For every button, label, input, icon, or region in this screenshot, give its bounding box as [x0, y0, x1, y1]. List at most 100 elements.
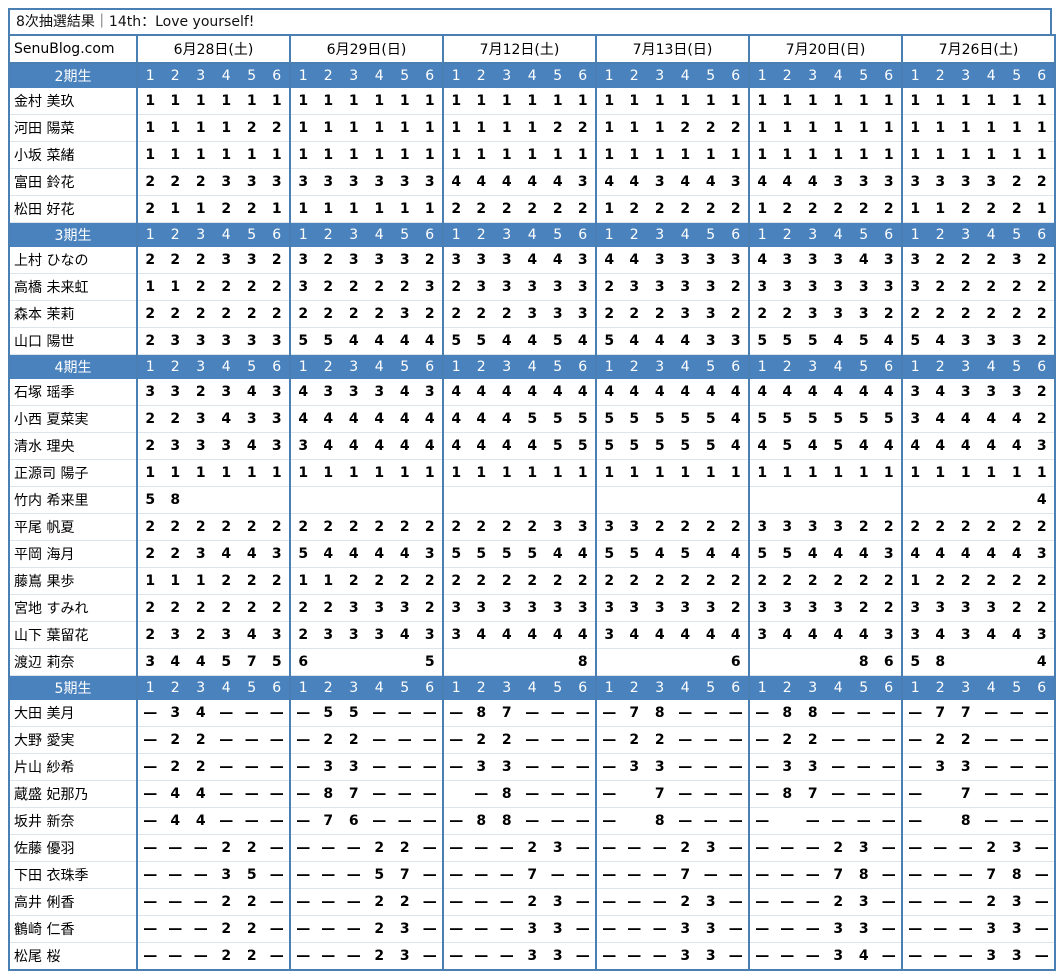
part-number: 5: [698, 63, 724, 88]
result-cell: —: [927, 888, 953, 916]
result-cell: 1: [494, 141, 520, 169]
result-cell: —: [289, 861, 316, 889]
part-number: 2: [162, 63, 188, 88]
page-title: 8次抽選結果｜14th：Love yourself!: [8, 8, 1052, 34]
result-cell: 1: [162, 88, 188, 115]
member-row: 山下 葉留花 2 3 2 3 4 3 2 3 3 3 4 3 3 4 4 4 4 4 3 4 4 4 4 4 3 4 4 4 4 3 3 4 3 4…: [9, 621, 1055, 649]
result-cell: —: [136, 726, 163, 754]
result-cell: 3: [213, 861, 239, 889]
result-cell: 3: [901, 379, 928, 406]
result-cell: 3: [570, 300, 596, 328]
result-cell: 1: [162, 273, 188, 301]
result-cell: 1: [264, 459, 290, 487]
result-cell: —: [851, 726, 877, 754]
member-row: 藤嶌 果歩 1 1 1 2 2 2 1 1 2 2 2 2 2 2 2 2 2 2 2 2 2 2 2 2 2 2 2 2 2 2 1 2 2 2 2…: [9, 567, 1055, 595]
member-name: 松尾 桜: [9, 942, 137, 971]
part-number: 6: [570, 63, 596, 88]
result-cell: —: [417, 780, 443, 808]
result-cell: —: [723, 807, 749, 835]
result-cell: 1: [1004, 141, 1030, 169]
result-cell: 7: [953, 780, 979, 808]
result-cell: 3: [672, 247, 698, 274]
result-cell: 1: [494, 88, 520, 115]
result-cell: 3: [213, 327, 239, 355]
result-cell: 4: [621, 621, 647, 649]
part-number: 6: [264, 675, 290, 700]
result-cell: 2: [341, 567, 367, 595]
result-cell: —: [901, 861, 928, 889]
result-cell: —: [723, 726, 749, 754]
result-cell: 3: [494, 753, 520, 781]
result-cell: 4: [188, 807, 214, 835]
result-cell: [1004, 648, 1030, 676]
result-cell: —: [647, 834, 673, 862]
result-cell: 3: [494, 273, 520, 301]
result-cell: [442, 648, 469, 676]
result-cell: 4: [876, 327, 902, 355]
result-cell: 5: [239, 861, 265, 889]
result-cell: 3: [289, 168, 316, 196]
result-cell: 3: [953, 379, 979, 406]
part-number: 2: [927, 222, 953, 247]
result-cell: 4: [162, 780, 188, 808]
member-row: 山口 陽世 2 3 3 3 3 3 5 5 4 4 4 4 5 5 4 4 5 4 5 4 4 4 3 3 5 5 5 4 5 4 5 4 3 3 3…: [9, 327, 1055, 355]
part-number: 2: [468, 222, 494, 247]
part-number: 2: [621, 222, 647, 247]
result-cell: 5: [825, 432, 851, 460]
result-cell: 1: [545, 141, 571, 169]
result-cell: —: [366, 753, 392, 781]
result-cell: —: [595, 726, 622, 754]
result-cell: 1: [953, 141, 979, 169]
result-cell: —: [188, 888, 214, 916]
result-cell: [901, 486, 928, 514]
result-cell: 2: [978, 300, 1004, 328]
result-cell: —: [519, 700, 545, 727]
result-cell: [698, 648, 724, 676]
part-number: 4: [672, 354, 698, 379]
result-cell: 3: [825, 513, 851, 541]
result-cell: 4: [723, 621, 749, 649]
result-cell: 1: [213, 459, 239, 487]
result-cell: 4: [239, 432, 265, 460]
result-cell: 1: [545, 459, 571, 487]
result-cell: 3: [1029, 432, 1055, 460]
result-cell: 3: [1004, 327, 1030, 355]
result-cell: —: [825, 726, 851, 754]
member-name: 片山 紗希: [9, 753, 137, 781]
result-cell: 1: [188, 141, 214, 169]
result-cell: —: [417, 942, 443, 971]
result-cell: [825, 486, 851, 514]
result-cell: 3: [392, 915, 418, 943]
result-cell: —: [417, 915, 443, 943]
result-cell: 4: [545, 168, 571, 196]
result-cell: 4: [239, 540, 265, 568]
result-cell: 5: [621, 540, 647, 568]
result-cell: 3: [774, 513, 800, 541]
member-name: 金村 美玖: [9, 88, 137, 115]
result-cell: —: [392, 700, 418, 727]
result-cell: —: [289, 834, 316, 862]
result-cell: [774, 807, 800, 835]
result-cell: —: [927, 861, 953, 889]
part-number: 5: [1004, 222, 1030, 247]
result-cell: —: [239, 780, 265, 808]
result-cell: 2: [698, 195, 724, 223]
part-number: 3: [953, 222, 979, 247]
result-cell: 2: [289, 594, 316, 622]
result-cell: 7: [239, 648, 265, 676]
result-cell: 4: [927, 405, 953, 433]
result-cell: —: [672, 700, 698, 727]
result-cell: 5: [519, 540, 545, 568]
result-cell: 7: [953, 700, 979, 727]
result-cell: 2: [239, 513, 265, 541]
result-cell: —: [289, 700, 316, 727]
result-cell: 1: [162, 141, 188, 169]
result-cell: —: [494, 942, 520, 971]
result-cell: —: [723, 780, 749, 808]
member-row: 平岡 海月 2 2 3 4 4 3 5 4 4 4 4 3 5 5 5 5 4 4 5 5 4 5 4 4 5 5 4 4 4 3 4 4 4 4 4…: [9, 540, 1055, 568]
result-cell: —: [519, 753, 545, 781]
result-cell: 4: [927, 379, 953, 406]
result-cell: 6: [341, 807, 367, 835]
part-number: 4: [213, 354, 239, 379]
result-cell: [468, 648, 494, 676]
